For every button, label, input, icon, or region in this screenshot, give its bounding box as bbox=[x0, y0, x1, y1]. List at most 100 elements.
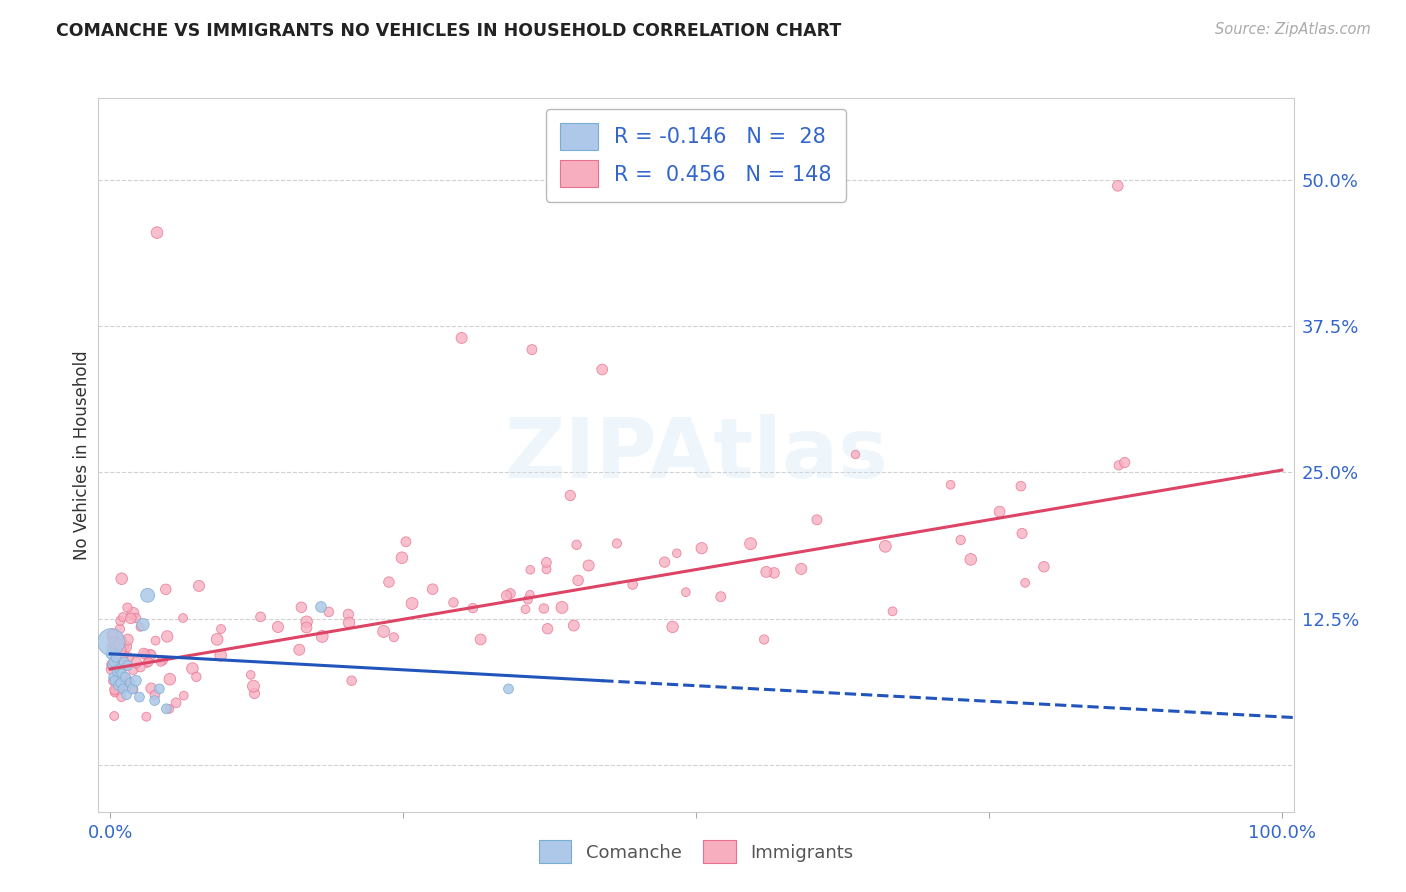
Point bbox=[115, 688, 138, 702]
Point bbox=[103, 655, 125, 669]
Point bbox=[295, 620, 318, 634]
Point bbox=[111, 572, 134, 586]
Point bbox=[422, 582, 444, 597]
Point bbox=[111, 666, 134, 681]
Point bbox=[101, 673, 124, 688]
Point bbox=[125, 673, 148, 688]
Point bbox=[112, 672, 135, 686]
Point bbox=[165, 696, 187, 710]
Point bbox=[763, 566, 786, 580]
Point bbox=[110, 614, 132, 628]
Point bbox=[443, 595, 465, 609]
Point bbox=[520, 343, 543, 357]
Point bbox=[378, 575, 401, 590]
Y-axis label: No Vehicles in Household: No Vehicles in Household bbox=[73, 350, 91, 560]
Point bbox=[186, 670, 208, 684]
Point bbox=[461, 601, 484, 615]
Point bbox=[288, 642, 311, 657]
Point bbox=[295, 615, 318, 629]
Point bbox=[172, 611, 194, 625]
Point bbox=[104, 682, 127, 697]
Point bbox=[395, 534, 418, 549]
Point bbox=[132, 646, 155, 660]
Point bbox=[115, 640, 138, 654]
Point bbox=[665, 546, 688, 560]
Point bbox=[988, 505, 1011, 519]
Point bbox=[115, 658, 138, 673]
Point bbox=[139, 648, 162, 662]
Point bbox=[939, 477, 962, 491]
Point bbox=[565, 538, 588, 552]
Point bbox=[101, 662, 124, 676]
Point bbox=[249, 610, 271, 624]
Point bbox=[129, 620, 152, 634]
Point bbox=[675, 585, 697, 599]
Point bbox=[710, 590, 733, 604]
Point bbox=[100, 657, 122, 672]
Point bbox=[100, 640, 122, 655]
Point bbox=[135, 648, 157, 662]
Point bbox=[100, 658, 122, 673]
Point bbox=[104, 685, 127, 699]
Point bbox=[141, 681, 163, 696]
Point bbox=[1114, 455, 1136, 469]
Point bbox=[143, 688, 166, 702]
Point bbox=[578, 558, 600, 573]
Point bbox=[103, 709, 125, 723]
Point bbox=[959, 552, 981, 566]
Point bbox=[498, 681, 520, 696]
Point bbox=[159, 672, 181, 686]
Point bbox=[110, 690, 132, 704]
Point bbox=[875, 539, 897, 553]
Point bbox=[117, 600, 139, 615]
Point bbox=[112, 677, 135, 691]
Point bbox=[318, 605, 340, 619]
Point bbox=[536, 562, 558, 576]
Point bbox=[103, 670, 125, 684]
Point bbox=[373, 624, 395, 639]
Text: ZIPAtlas: ZIPAtlas bbox=[503, 415, 889, 495]
Point bbox=[101, 627, 124, 641]
Point bbox=[340, 673, 363, 688]
Point bbox=[1010, 479, 1032, 493]
Point bbox=[101, 658, 124, 673]
Point bbox=[114, 639, 136, 653]
Point bbox=[205, 632, 228, 647]
Point bbox=[107, 643, 129, 657]
Point bbox=[105, 650, 128, 665]
Point bbox=[135, 656, 157, 670]
Point bbox=[100, 635, 122, 649]
Point bbox=[752, 632, 775, 647]
Point bbox=[790, 562, 813, 576]
Point bbox=[148, 681, 170, 696]
Point bbox=[156, 629, 179, 643]
Point bbox=[740, 536, 762, 550]
Point bbox=[117, 651, 139, 665]
Point bbox=[519, 588, 541, 602]
Point bbox=[536, 622, 558, 636]
Point bbox=[101, 630, 124, 644]
Point bbox=[188, 579, 211, 593]
Point bbox=[239, 668, 262, 682]
Point bbox=[108, 637, 131, 651]
Point bbox=[149, 655, 172, 669]
Point bbox=[499, 586, 522, 600]
Point bbox=[311, 629, 333, 643]
Point bbox=[125, 656, 148, 670]
Point bbox=[519, 563, 541, 577]
Point bbox=[115, 677, 138, 691]
Point bbox=[621, 577, 644, 591]
Point bbox=[844, 448, 866, 462]
Point bbox=[401, 597, 423, 611]
Point bbox=[110, 667, 132, 681]
Point bbox=[115, 671, 138, 685]
Point bbox=[103, 655, 125, 669]
Point bbox=[100, 647, 122, 661]
Point bbox=[111, 642, 134, 657]
Point bbox=[181, 661, 204, 675]
Point bbox=[1108, 458, 1130, 473]
Point bbox=[146, 226, 169, 240]
Point bbox=[104, 673, 127, 688]
Legend: Comanche, Immigrants: Comanche, Immigrants bbox=[531, 833, 860, 871]
Point bbox=[690, 541, 713, 556]
